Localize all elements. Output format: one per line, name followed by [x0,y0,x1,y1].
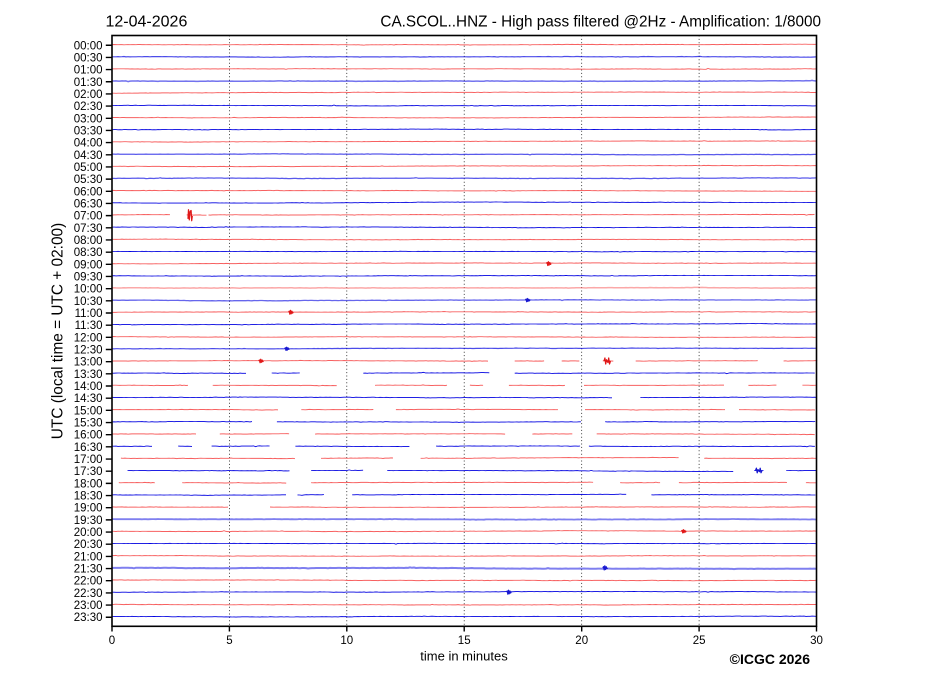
svg-text:22:30: 22:30 [74,588,103,600]
svg-text:19:30: 19:30 [74,515,103,527]
svg-text:12:00: 12:00 [74,332,103,344]
svg-text:00:00: 00:00 [74,40,103,52]
svg-text:04:30: 04:30 [74,150,103,162]
svg-text:09:00: 09:00 [74,259,103,271]
svg-text:11:00: 11:00 [75,308,103,320]
svg-text:09:30: 09:30 [74,271,103,283]
svg-text:05:30: 05:30 [74,174,103,186]
svg-text:13:30: 13:30 [74,369,103,381]
svg-text:15:00: 15:00 [74,405,103,417]
svg-text:30: 30 [810,635,823,647]
svg-text:06:00: 06:00 [74,186,103,198]
svg-text:12-04-2026: 12-04-2026 [106,13,188,30]
svg-text:12:30: 12:30 [74,345,103,357]
svg-text:16:30: 16:30 [74,442,103,454]
svg-text:20: 20 [575,635,588,647]
svg-text:17:00: 17:00 [74,454,103,466]
svg-text:00:30: 00:30 [74,52,103,64]
svg-text:20:00: 20:00 [74,527,103,539]
svg-text:20:30: 20:30 [74,539,103,551]
svg-text:04:00: 04:00 [74,138,103,150]
svg-text:14:00: 14:00 [74,381,103,393]
svg-text:13:00: 13:00 [74,357,103,369]
svg-text:08:30: 08:30 [74,247,103,259]
svg-text:21:00: 21:00 [74,551,103,563]
svg-text:03:30: 03:30 [74,125,103,137]
svg-text:06:30: 06:30 [74,198,103,210]
svg-text:18:00: 18:00 [74,478,103,490]
svg-text:15:30: 15:30 [74,418,103,430]
svg-text:07:30: 07:30 [74,223,103,235]
svg-text:07:00: 07:00 [74,211,103,223]
svg-text:16:00: 16:00 [74,430,103,442]
svg-text:22:00: 22:00 [74,576,103,588]
svg-text:18:30: 18:30 [74,491,103,503]
svg-text:11:30: 11:30 [75,320,103,332]
svg-text:UTC (local time = UTC + 02:00): UTC (local time = UTC + 02:00) [50,223,67,439]
svg-text:©ICGC 2026: ©ICGC 2026 [730,651,811,667]
svg-text:02:00: 02:00 [74,89,103,101]
svg-text:05:00: 05:00 [74,162,103,174]
svg-text:5: 5 [226,635,232,647]
svg-text:17:30: 17:30 [74,466,103,478]
svg-text:23:30: 23:30 [74,612,103,624]
svg-text:03:00: 03:00 [74,113,103,125]
svg-text:10:30: 10:30 [74,296,103,308]
svg-text:01:30: 01:30 [74,77,103,89]
svg-text:02:30: 02:30 [74,101,103,113]
svg-text:10: 10 [340,635,353,647]
svg-text:0: 0 [109,635,115,647]
svg-text:01:00: 01:00 [74,65,103,77]
svg-text:14:30: 14:30 [74,393,103,405]
svg-text:CA.SCOL..HNZ - High pass filte: CA.SCOL..HNZ - High pass filtered @2Hz -… [380,13,821,30]
svg-text:23:00: 23:00 [74,600,103,612]
svg-text:21:30: 21:30 [74,564,103,576]
svg-text:19:00: 19:00 [74,503,103,515]
svg-text:08:00: 08:00 [74,235,103,247]
svg-text:25: 25 [693,635,706,647]
svg-text:15: 15 [458,635,471,647]
svg-text:time in minutes: time in minutes [420,649,508,664]
svg-text:10:00: 10:00 [74,284,103,296]
